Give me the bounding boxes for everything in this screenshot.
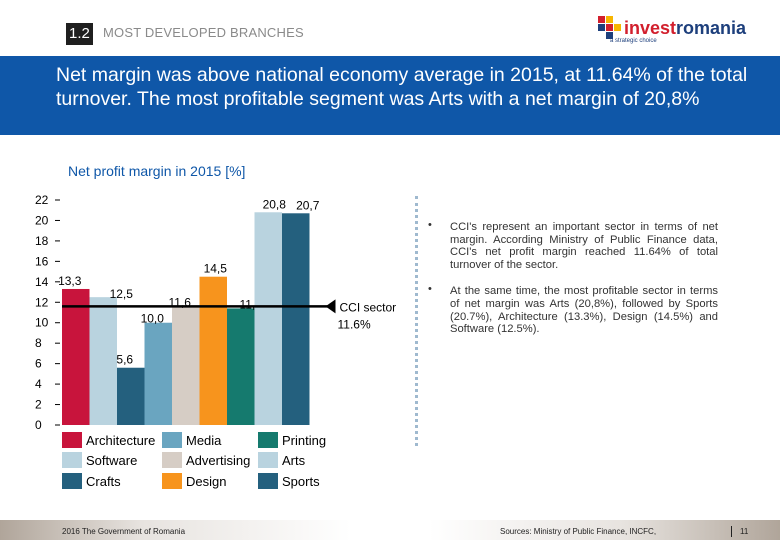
bar-media [144,322,172,425]
bar-data-label: 20,7 [296,198,320,212]
legend-label: Design [186,474,227,489]
legend-swatch [62,432,82,448]
reference-value: 11.6% [338,317,371,331]
bar-sports [282,213,310,425]
legend-label: Arts [282,453,306,468]
legend-swatch [162,452,182,468]
net-margin-bar-chart: 024681012141618202213,312,55,610,011,614… [35,193,397,432]
legend-label: Software [86,453,138,468]
page-number: 11 [740,527,749,536]
legend-label: Crafts [86,474,121,489]
y-tick-label: 18 [35,234,49,248]
bar-architecture [62,288,90,425]
bar-data-label: 10,0 [141,312,165,326]
footer-separator [731,526,732,537]
investromania-logo: investromania a strategic choice [598,14,746,48]
bar-design [199,276,227,425]
y-tick-label: 12 [35,295,49,309]
footer-sources: Sources: Ministry of Public Finance, INC… [500,527,657,536]
dotted-divider [415,196,418,446]
y-tick-label: 16 [35,254,49,268]
y-tick-label: 22 [35,193,49,207]
bar-arts [254,212,282,425]
bar-data-label: 20,8 [263,197,287,211]
y-tick-label: 6 [35,357,42,371]
bar-data-label: 14,5 [204,262,228,276]
bar-data-label: 13,3 [58,274,82,288]
logo-tagline: a strategic choice [610,38,657,44]
legend-label: Sports [282,474,320,489]
bullet-icon: • [428,219,432,231]
y-tick-label: 0 [35,418,42,432]
legend-label: Advertising [186,453,251,468]
commentary-notes: • CCI's represent an important sector in… [428,219,718,350]
bar-crafts [117,367,145,425]
chart-title: Net profit margin in 2015 [%] [68,163,246,179]
bar-data-label: 5,6 [116,353,133,367]
legend-label: Printing [282,433,327,448]
legend-label: Media [186,433,222,448]
headline-banner: Net margin was above national economy av… [0,56,780,135]
y-tick-label: 2 [35,398,42,412]
logo-mark-icon [598,16,621,39]
legend-swatch [62,452,82,468]
bar-data-label: 12,5 [110,287,134,301]
legend-swatch [62,473,82,489]
legend-swatch [258,432,278,448]
y-tick-label: 14 [35,275,49,289]
legend-label: Architecture [86,433,156,448]
y-tick-label: 4 [35,377,42,391]
top-bar: 1.2 MOST DEVELOPED BRANCHES investromani… [0,0,780,56]
y-tick-label: 8 [35,336,42,350]
y-tick-label: 20 [35,213,49,227]
note-item: • CCI's represent an important sector in… [428,219,718,271]
footer-copyright: 2016 The Government of Romania [62,527,186,536]
reference-label: CCI sector [340,300,397,314]
y-tick-label: 10 [35,316,49,330]
bullet-icon: • [428,283,432,296]
bar-advertising [172,306,200,425]
legend-swatch [258,452,278,468]
bar-printing [227,308,255,425]
footer-bar: 2016 The Government of Romania Sources: … [0,520,780,540]
legend-swatch [162,432,182,448]
logo-wordmark: investromania [624,18,747,38]
note-item: • At the same time, the most profitable … [428,283,718,336]
section-number-badge: 1.2 [66,23,93,45]
reference-arrow-icon [325,299,336,314]
legend-swatch [258,473,278,489]
section-title: MOST DEVELOPED BRANCHES [103,25,304,40]
headline-text: Net margin was above national economy av… [56,64,748,110]
legend-swatch [162,473,182,489]
bar-software [89,297,117,425]
